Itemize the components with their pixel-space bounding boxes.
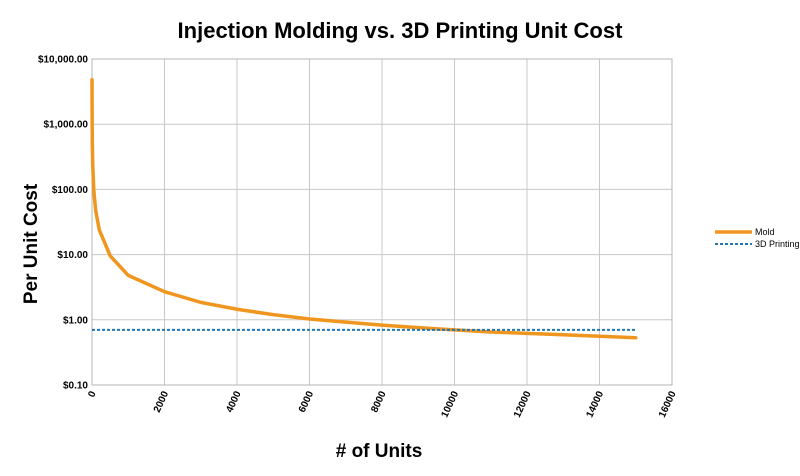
y-tick-label: $10,000.00 — [38, 55, 88, 66]
y-tick-label: $10.00 — [57, 250, 88, 261]
y-tick-label: $0.10 — [63, 381, 88, 392]
x-tick-label: 0 — [86, 389, 99, 399]
x-axis-ticks: 0 2000 4000 6000 8000 10000 12000 14000 16000 — [86, 389, 679, 419]
plot-area — [91, 58, 673, 386]
x-tick-label: 6000 — [297, 389, 317, 414]
y-axis-title: Per Unit Cost — [21, 183, 42, 304]
x-tick-label: 14000 — [584, 389, 606, 419]
y-axis-ticks: $0.10 $1.00 $10.00 $100.00 $1,000.00 $10,000.… — [38, 55, 88, 392]
x-axis-title: # of Units — [336, 441, 423, 462]
x-tick-label: 2000 — [152, 389, 172, 414]
legend-label: Mold — [755, 227, 775, 237]
x-tick-label: 12000 — [512, 389, 534, 419]
y-tick-label: $1.00 — [63, 315, 88, 326]
chart-title: Injection Molding vs. 3D Printing Unit C… — [178, 18, 624, 43]
y-tick-label: $1,000.00 — [44, 120, 89, 131]
legend-label: 3D Printing — [755, 239, 800, 249]
series-layer — [90, 78, 638, 340]
x-tick-label: 8000 — [369, 389, 389, 414]
x-tick-label: 4000 — [224, 389, 244, 414]
plot-border — [91, 58, 673, 386]
legend: Mold 3D Printing — [715, 227, 800, 249]
x-tick-label: 16000 — [657, 389, 679, 419]
y-tick-label: $100.00 — [52, 185, 89, 196]
series-line-mold — [90, 78, 638, 340]
x-tick-label: 10000 — [439, 389, 461, 419]
